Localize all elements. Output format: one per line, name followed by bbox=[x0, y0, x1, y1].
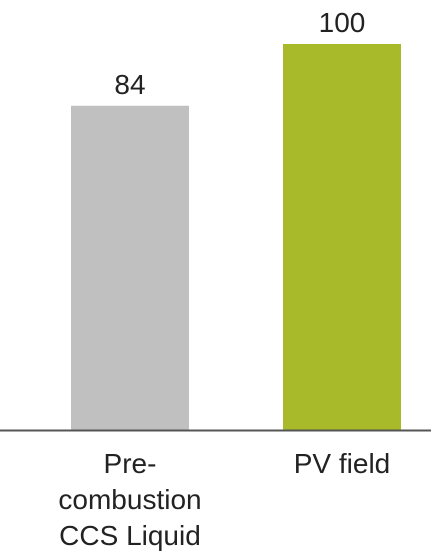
category-label-0-line-0: Pre- bbox=[104, 448, 157, 479]
value-label-0: 84 bbox=[114, 69, 145, 100]
value-label-1: 100 bbox=[319, 7, 366, 38]
category-label-1-line-0: PV field bbox=[294, 448, 391, 479]
category-labels-group: Pre-combustion CCS Liquid PV field bbox=[58, 448, 390, 551]
bar-0 bbox=[71, 105, 189, 430]
value-labels-group: 84 100 bbox=[114, 7, 365, 100]
category-label-0-line-1: combustion bbox=[58, 484, 201, 515]
bars-group bbox=[71, 44, 401, 430]
category-label-0-line-2: CCS Liquid bbox=[59, 520, 201, 551]
bar-1 bbox=[283, 44, 401, 430]
